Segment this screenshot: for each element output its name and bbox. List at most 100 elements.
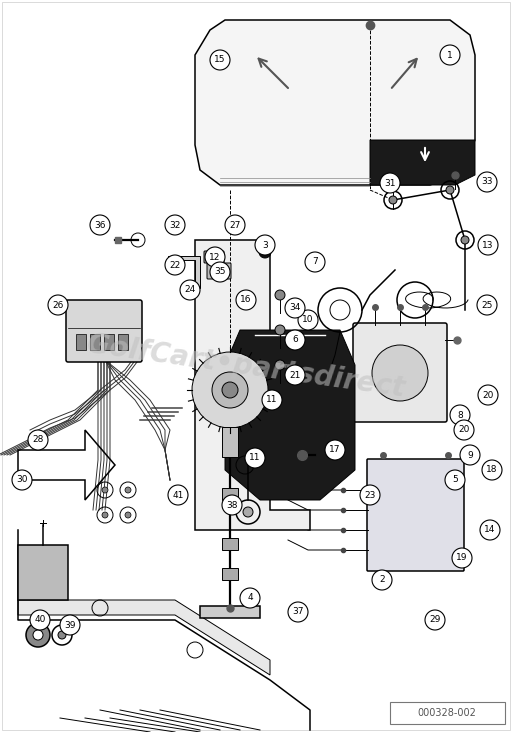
Circle shape [275, 325, 285, 335]
Text: 14: 14 [484, 526, 496, 534]
Text: 40: 40 [34, 616, 46, 624]
Bar [90, 334, 100, 350]
Text: 20: 20 [458, 425, 470, 435]
Bar [222, 538, 238, 550]
Text: 18: 18 [486, 466, 498, 474]
Circle shape [285, 330, 305, 350]
Circle shape [192, 352, 268, 428]
Text: 27: 27 [229, 220, 241, 230]
Circle shape [305, 252, 325, 272]
Bar [118, 334, 128, 350]
Circle shape [389, 196, 397, 204]
Bar [222, 427, 238, 457]
FancyBboxPatch shape [204, 251, 224, 263]
Polygon shape [18, 600, 270, 675]
Circle shape [275, 360, 285, 370]
Bar [222, 488, 238, 500]
Circle shape [180, 280, 200, 300]
Text: 10: 10 [302, 315, 314, 324]
Text: 4: 4 [247, 594, 253, 602]
FancyBboxPatch shape [353, 323, 447, 422]
Text: 29: 29 [430, 616, 441, 624]
Text: 8: 8 [457, 411, 463, 419]
Text: 3: 3 [262, 241, 268, 250]
Bar [222, 568, 238, 580]
Circle shape [482, 460, 502, 480]
Circle shape [58, 631, 66, 639]
Circle shape [480, 520, 500, 540]
Text: 33: 33 [481, 177, 493, 187]
Text: 16: 16 [240, 296, 252, 305]
Polygon shape [370, 140, 475, 185]
Text: 13: 13 [482, 241, 494, 250]
Text: 37: 37 [292, 608, 304, 616]
Circle shape [262, 390, 282, 410]
Circle shape [360, 485, 380, 505]
Bar [104, 334, 114, 350]
Text: 21: 21 [289, 370, 301, 379]
FancyBboxPatch shape [207, 263, 231, 279]
Circle shape [236, 290, 256, 310]
Circle shape [380, 173, 400, 193]
Bar [76, 334, 86, 350]
Circle shape [90, 215, 110, 235]
FancyBboxPatch shape [367, 459, 464, 571]
Circle shape [452, 548, 472, 568]
Text: 9: 9 [467, 450, 473, 460]
Circle shape [460, 445, 480, 465]
Text: 38: 38 [226, 501, 238, 509]
Circle shape [205, 247, 225, 267]
Circle shape [165, 255, 185, 275]
Polygon shape [195, 20, 475, 185]
Circle shape [445, 470, 465, 490]
Text: 1: 1 [447, 51, 453, 59]
Circle shape [288, 602, 308, 622]
Text: 11: 11 [249, 454, 261, 463]
Bar [200, 606, 260, 618]
Text: 23: 23 [365, 490, 376, 499]
Circle shape [102, 487, 108, 493]
Text: 39: 39 [64, 621, 76, 630]
Text: 000328-002: 000328-002 [418, 708, 477, 718]
Circle shape [243, 507, 253, 517]
Circle shape [12, 470, 32, 490]
Circle shape [210, 50, 230, 70]
Text: 31: 31 [384, 179, 396, 187]
Circle shape [372, 570, 392, 590]
Text: 19: 19 [456, 553, 468, 562]
Circle shape [372, 345, 428, 401]
Circle shape [478, 385, 498, 405]
Circle shape [33, 630, 43, 640]
Circle shape [30, 610, 50, 630]
Text: 35: 35 [214, 267, 226, 277]
Polygon shape [225, 330, 355, 500]
Text: 12: 12 [209, 253, 221, 261]
Circle shape [275, 290, 285, 300]
Bar [18, 545, 68, 600]
Circle shape [285, 298, 305, 318]
Text: 34: 34 [289, 304, 301, 313]
Circle shape [225, 215, 245, 235]
Circle shape [60, 615, 80, 635]
Polygon shape [168, 256, 200, 288]
Circle shape [102, 512, 108, 518]
Text: 20: 20 [482, 390, 494, 400]
Circle shape [125, 512, 131, 518]
Circle shape [477, 295, 497, 315]
Text: 17: 17 [329, 446, 341, 455]
Circle shape [259, 246, 271, 258]
Circle shape [26, 623, 50, 647]
Circle shape [454, 420, 474, 440]
Circle shape [28, 430, 48, 450]
Text: 25: 25 [481, 301, 493, 310]
Circle shape [168, 485, 188, 505]
Text: 30: 30 [16, 476, 28, 485]
Text: 2: 2 [379, 575, 385, 584]
Circle shape [165, 215, 185, 235]
Circle shape [48, 295, 68, 315]
FancyBboxPatch shape [66, 300, 142, 362]
Text: 22: 22 [169, 261, 181, 269]
Circle shape [245, 448, 265, 468]
Circle shape [222, 382, 238, 398]
Text: 32: 32 [169, 220, 181, 230]
